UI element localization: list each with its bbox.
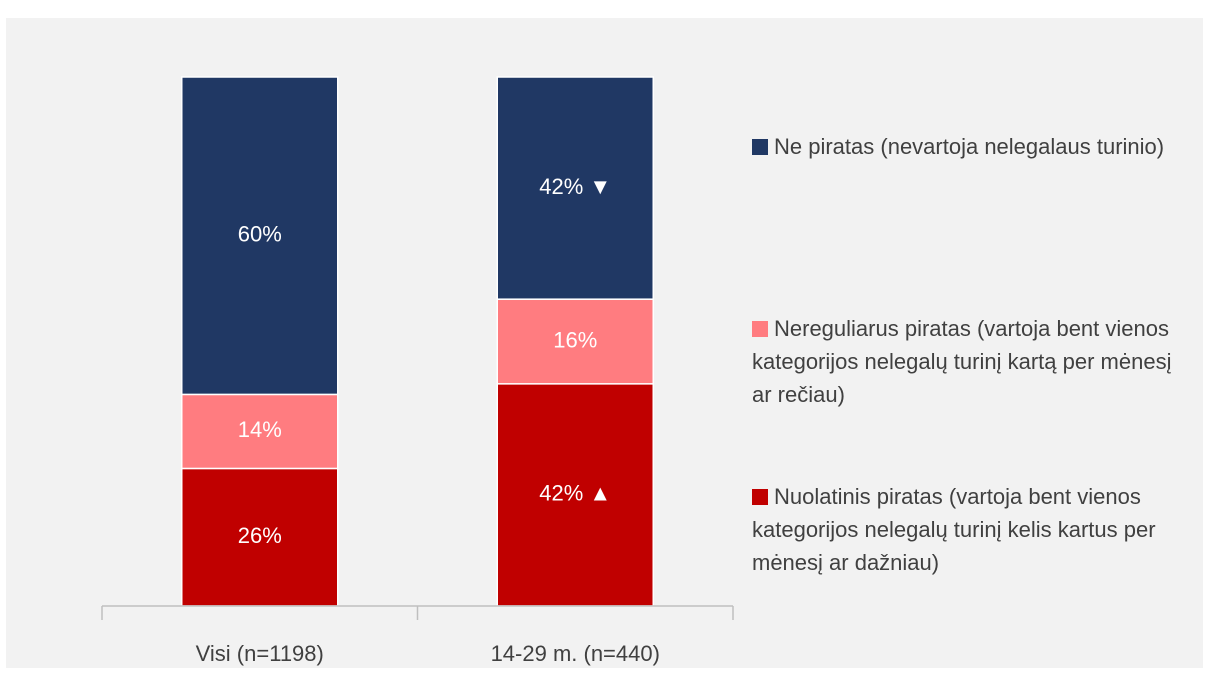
legend-label: Ne piratas (nevartoja nelegalaus turinio… xyxy=(774,134,1165,159)
legend-item: Nuolatinis piratas (vartoja bent vienos … xyxy=(752,480,1197,579)
bar-segment xyxy=(496,298,654,385)
legend-swatch xyxy=(752,139,768,155)
legend-label: Nereguliarus piratas (vartoja bent vieno… xyxy=(752,316,1172,407)
legend-swatch xyxy=(752,321,768,337)
x-tick-label: Visi (n=1198) xyxy=(196,641,324,666)
bar-segment xyxy=(181,393,339,470)
data-label: 60% xyxy=(238,222,282,247)
bar-segment xyxy=(496,76,654,300)
bar-segment xyxy=(181,467,339,607)
data-label: 14% xyxy=(238,417,282,442)
legend-item: Ne piratas (nevartoja nelegalaus turinio… xyxy=(752,130,1197,163)
data-label: 16% xyxy=(553,327,597,352)
data-label: 42% ▲ xyxy=(539,481,611,506)
x-tick-label: 14-29 m. (n=440) xyxy=(491,641,660,666)
data-label: 42% ▼ xyxy=(539,174,611,199)
legend-swatch xyxy=(752,489,768,505)
legend-label: Nuolatinis piratas (vartoja bent vienos … xyxy=(752,484,1156,575)
data-label: 26% xyxy=(238,523,282,548)
legend-item: Nereguliarus piratas (vartoja bent vieno… xyxy=(752,312,1197,411)
bar-segment xyxy=(181,76,339,396)
bar-segment xyxy=(496,383,654,607)
